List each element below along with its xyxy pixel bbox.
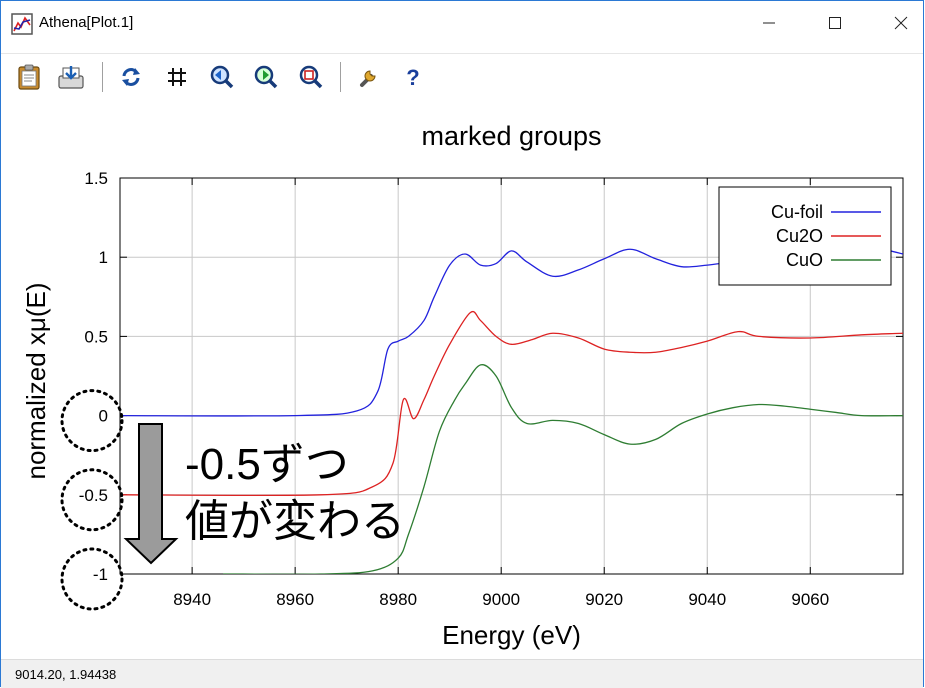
maximize-icon	[829, 17, 841, 29]
zoom-in-button[interactable]	[206, 60, 238, 94]
toolbar-separator	[340, 62, 341, 92]
chart-svg: 8940 8960 8980 9000 9020 9040 9060 1.5 1 0.5 0 -0.5…	[21, 121, 904, 650]
x-tick-label: 8960	[276, 590, 314, 609]
series-line-cu2o	[120, 311, 903, 497]
y-axis-label: normalized xμ(E)	[21, 282, 51, 479]
cursor-readout: 9014.20, 1.94438	[15, 667, 117, 682]
maximize-button[interactable]	[812, 7, 858, 39]
y-tick-label: 0	[99, 407, 108, 426]
x-tick-label: 8980	[379, 590, 417, 609]
series-line-cuo	[223, 364, 903, 574]
clipboard-icon	[18, 64, 40, 90]
dotted-circle-marker	[60, 547, 124, 611]
zoom-reset-button[interactable]	[295, 60, 327, 94]
help-icon: ?	[406, 65, 419, 90]
refresh-button[interactable]	[115, 60, 147, 94]
help-button[interactable]: ?	[397, 60, 429, 94]
y-tick-label: 1	[99, 248, 108, 267]
legend-label: Cu-foil	[771, 202, 823, 222]
save-image-button[interactable]	[55, 60, 87, 94]
minimize-button[interactable]	[746, 7, 792, 39]
plot-app-icon	[11, 13, 33, 35]
x-tick-label: 9020	[585, 590, 623, 609]
x-tick-label: 8940	[173, 590, 211, 609]
chart-title: marked groups	[421, 121, 601, 151]
x-tick-label: 9000	[482, 590, 520, 609]
close-button[interactable]	[878, 7, 924, 39]
x-tick-label: 9040	[688, 590, 726, 609]
svg-text:?: ?	[406, 65, 419, 90]
grid-icon	[168, 68, 186, 86]
status-bar: 9014.20, 1.94438	[1, 659, 923, 688]
zoom-out-icon	[254, 65, 278, 89]
settings-icon	[360, 70, 376, 87]
zoom-reset-icon	[299, 65, 323, 89]
plot-frame	[119, 177, 904, 575]
window-title: Athena[Plot.1]	[39, 14, 134, 31]
dotted-circle-marker	[60, 389, 124, 453]
x-tick-label: 9060	[791, 590, 829, 609]
legend-label: CuO	[786, 250, 823, 270]
dotted-circle-marker	[60, 468, 124, 532]
down-arrow-annotation	[123, 423, 179, 565]
title-bar[interactable]: Athena[Plot.1]	[1, 1, 923, 45]
save-icon	[58, 66, 84, 89]
toolbar-separator	[102, 62, 103, 92]
minimize-icon	[763, 22, 775, 24]
refresh-icon	[122, 68, 140, 86]
annotation-line-1: -0.5ずつ	[185, 440, 349, 489]
y-tick-label: 1.5	[84, 169, 108, 188]
y-tick-label: -0.5	[79, 486, 108, 505]
toolbar: ?	[1, 53, 923, 102]
annotation-line-2: 値が変わる	[185, 497, 405, 546]
grid-toggle-button[interactable]	[161, 60, 193, 94]
copy-button[interactable]	[13, 60, 45, 94]
y-tick-label: -1	[93, 565, 108, 584]
settings-button[interactable]	[353, 60, 385, 94]
plot-area[interactable]: 8940 8960 8980 9000 9020 9040 9060 1.5 1 0.5 0 -0.5…	[9, 103, 921, 659]
close-icon	[894, 16, 908, 30]
x-axis-label: Energy (eV)	[442, 620, 581, 650]
zoom-in-icon	[210, 65, 234, 89]
zoom-out-button[interactable]	[250, 60, 282, 94]
y-tick-label: 0.5	[84, 327, 108, 346]
legend-label: Cu2O	[776, 226, 823, 246]
